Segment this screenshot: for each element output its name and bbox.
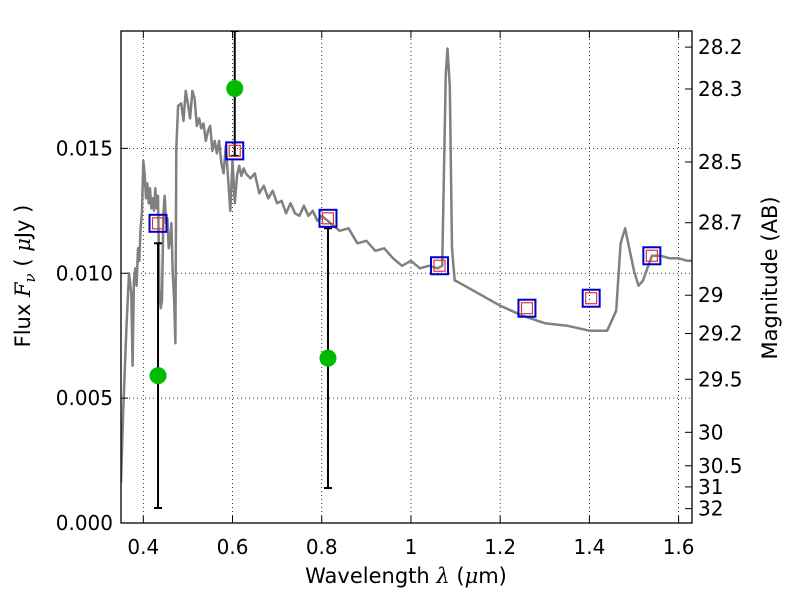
y-tick-label: 0.005: [56, 386, 113, 410]
x-tick-label: 1.4: [573, 535, 605, 559]
plot-frame: [120, 30, 693, 524]
plot-area: [121, 31, 692, 510]
y-axis-label: Flux Fν ( μJy ): [11, 205, 39, 348]
observed-point: [319, 349, 337, 367]
x-axis-label-unit-rest: m): [478, 564, 507, 588]
x-axis-label-open: (: [450, 564, 465, 588]
y-axis-label-unit-rest: Jy ): [11, 205, 35, 241]
y2-tick-label: 29.5: [698, 367, 743, 391]
model-photometry-marker: [642, 246, 662, 266]
y-axis-label-prefix: Flux: [11, 297, 35, 347]
y2-tick-label: 31: [698, 475, 723, 499]
observed-point: [149, 367, 167, 385]
axis-ticks: 0.4 0.6 0.8 1 1.2 1.4 1.6 0.000 0.005 0.010 0.015 2…: [56, 31, 743, 559]
y-tick-label: 0.015: [56, 136, 113, 160]
model-photometry-marker: [581, 288, 601, 308]
y2-tick-label: 28.3: [698, 77, 743, 101]
x-tick-label: 1: [405, 535, 418, 559]
x-axis-label: Wavelength λ (μm): [305, 564, 507, 588]
y2-tick-label: 30.5: [698, 454, 743, 478]
y2-tick-label: 30: [698, 420, 723, 444]
observed-point: [226, 79, 244, 97]
grid: [121, 31, 692, 524]
x-axis-label-unit-mu: μ: [465, 564, 479, 588]
y2-tick-label: 29.2: [698, 322, 743, 346]
model-photometry-marker: [225, 141, 245, 161]
x-axis-label-symbol: λ: [435, 564, 449, 588]
x-tick-label: 0.8: [306, 535, 338, 559]
x-axis-label-prefix: Wavelength: [305, 564, 436, 588]
y-tick-label: 0.010: [56, 261, 113, 285]
x-tick-label: 1.6: [663, 535, 695, 559]
x-tick-label: 0.6: [217, 535, 249, 559]
y2-tick-label: 28.2: [698, 35, 743, 59]
x-tick-label: 1.2: [484, 535, 516, 559]
x-tick-label: 0.4: [127, 535, 159, 559]
model-photometry-inner: [151, 217, 165, 230]
y-axis-label-unit-mu: μ: [11, 238, 35, 252]
y-tick-label: 0.000: [56, 511, 113, 535]
model-photometry-inner: [645, 249, 658, 262]
model-photometry-marker: [430, 256, 450, 276]
model-photometry-marker: [318, 208, 338, 228]
model-sed-line: [121, 47, 692, 484]
model-photometry-inner: [228, 144, 241, 157]
y2-tick-label: 28.7: [698, 211, 743, 235]
model-photometry-inner: [433, 259, 446, 272]
y2-tick-label: 28.5: [698, 150, 743, 174]
y-axis-label-symbol: F: [11, 281, 35, 298]
plot-content: [121, 31, 692, 510]
y2-tick-label: 29: [698, 283, 723, 307]
y-axis-label-open: (: [11, 252, 35, 274]
model-photometry-marker: [517, 298, 537, 318]
model-photometry-inner: [585, 292, 598, 305]
y-axis-label-subscript: ν: [21, 273, 39, 282]
model-photometry-inner: [321, 212, 335, 225]
y2-axis-label: Magnitude (AB): [758, 196, 782, 359]
y2-tick-label: 32: [698, 497, 723, 521]
model-photometry-inner: [520, 302, 534, 315]
model-photometry-marker: [148, 213, 168, 233]
